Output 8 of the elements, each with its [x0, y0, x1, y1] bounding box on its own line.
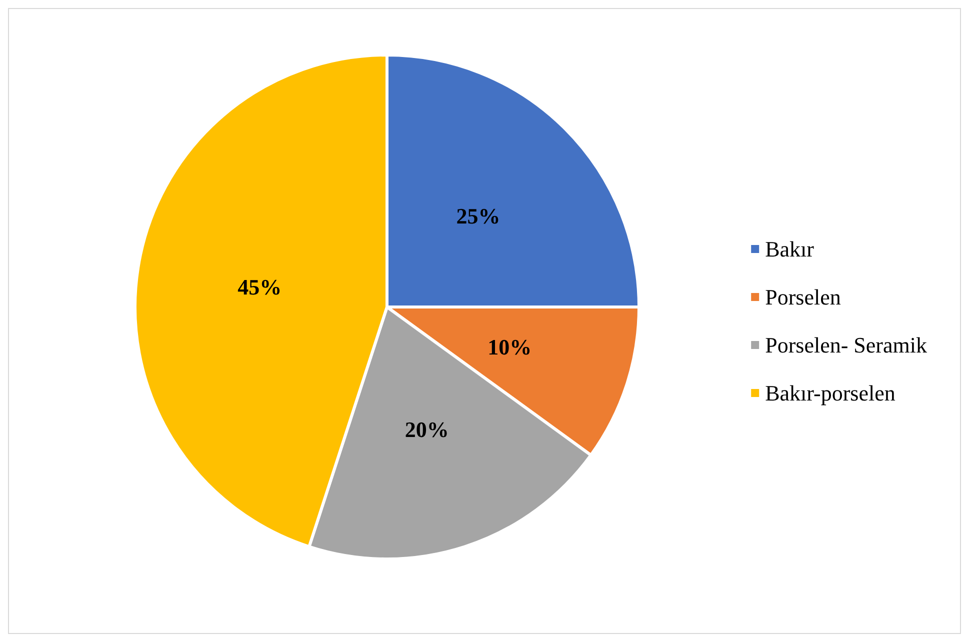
data-label: 10%: [488, 334, 532, 360]
data-label: 45%: [238, 274, 282, 300]
data-label: 20%: [404, 417, 449, 442]
legend-label: Porselen: [765, 284, 841, 310]
legend-label: Bakır: [765, 236, 815, 262]
data-label: 25%: [456, 203, 500, 228]
legend-label: Bakır-porselen: [765, 380, 896, 406]
legend-label: Porselen- Seramik: [765, 332, 927, 358]
